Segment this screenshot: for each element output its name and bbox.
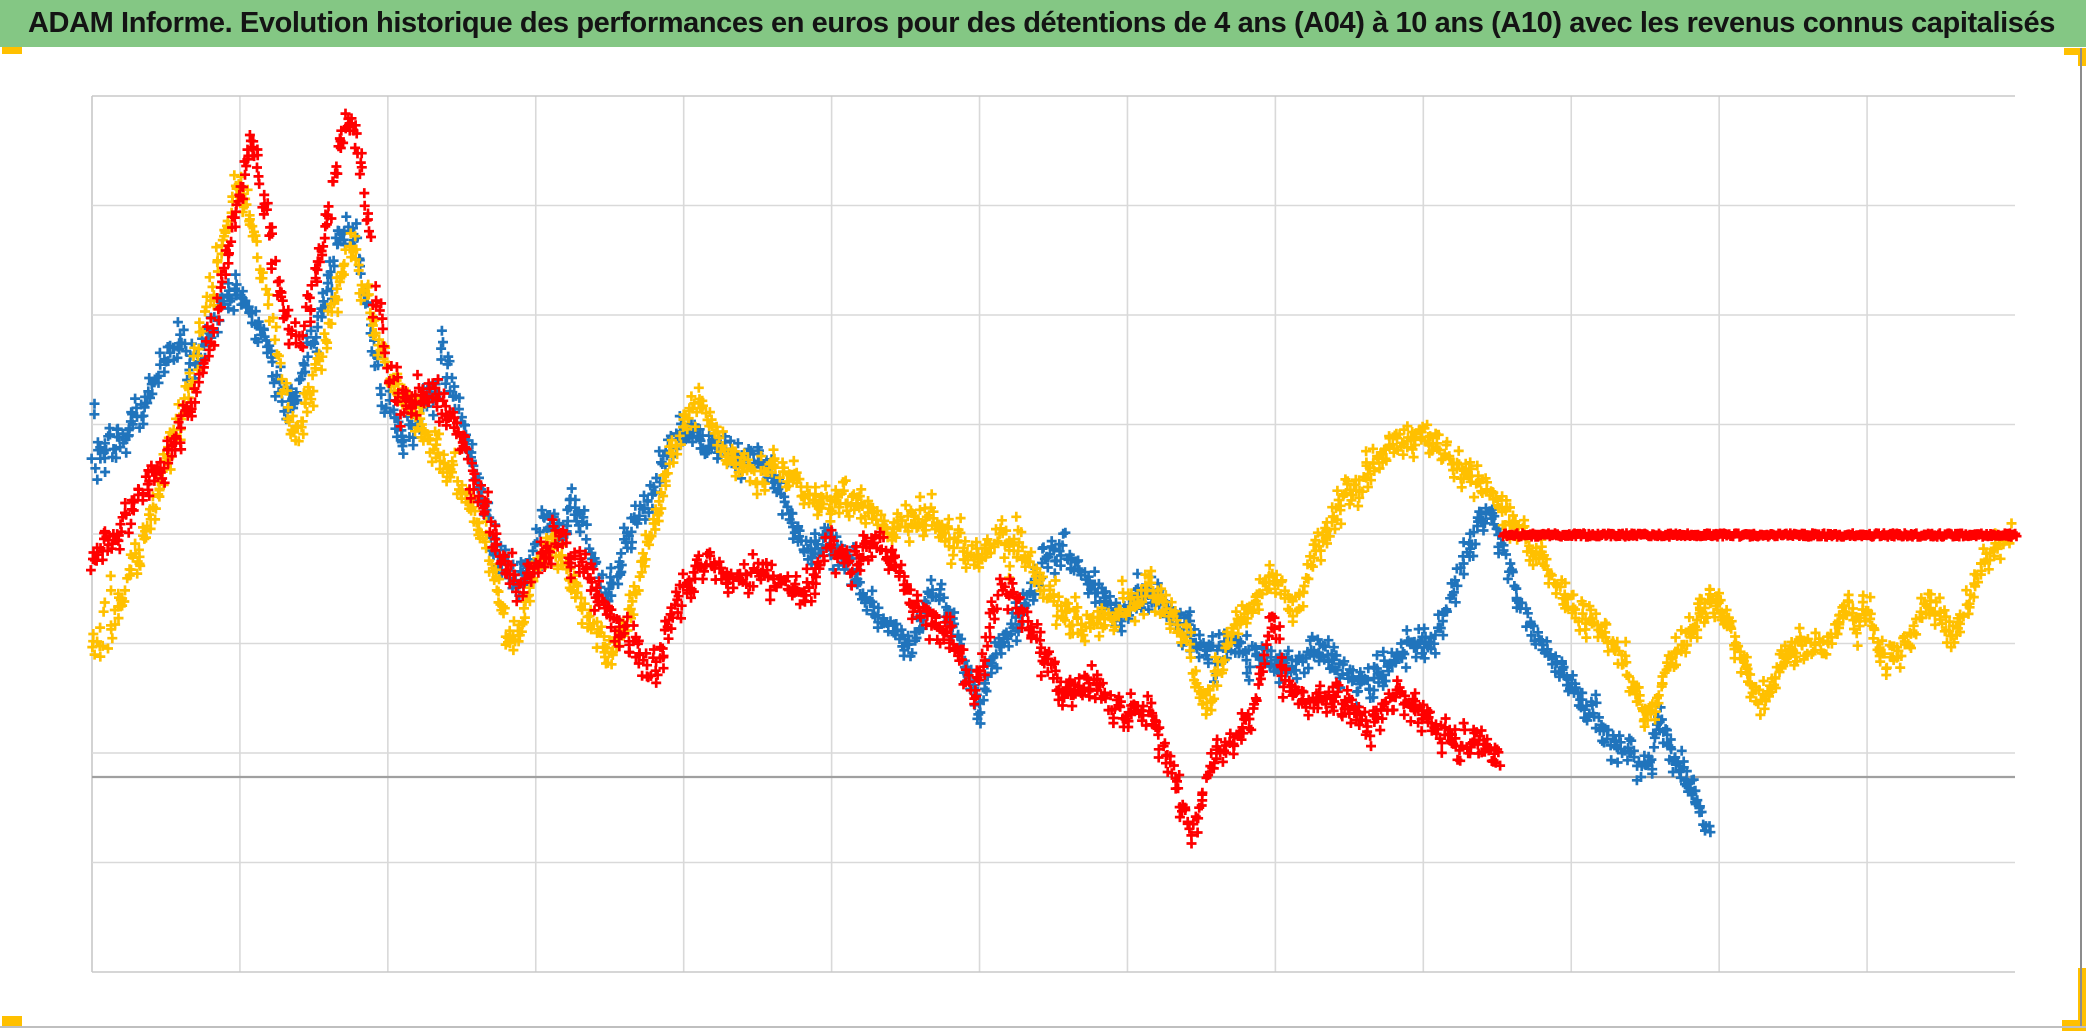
performance-chart[interactable]: [0, 47, 2086, 1031]
chart-svg: [86, 95, 2022, 973]
red-flat-line: [1498, 528, 2022, 542]
corner-accent-bottom-left: [2, 1016, 22, 1028]
series-gold-points: [87, 170, 2017, 732]
series-red-points: [86, 108, 1506, 849]
corner-accent-top-right-h: [2064, 48, 2086, 55]
corner-accent-top-left: [2, 47, 22, 54]
corner-accent-bottom-right-v: [2078, 968, 2086, 1031]
title-bar: ADAM Informe. Evolution historique des p…: [0, 0, 2086, 47]
corner-accent-top-right-v: [2078, 48, 2086, 66]
bottom-rule-line: [0, 1026, 2086, 1028]
corner-accent-bottom-right-h: [2062, 1020, 2086, 1031]
page-title: ADAM Informe. Evolution historique des p…: [28, 7, 2055, 39]
right-border-line: [2080, 48, 2082, 1027]
